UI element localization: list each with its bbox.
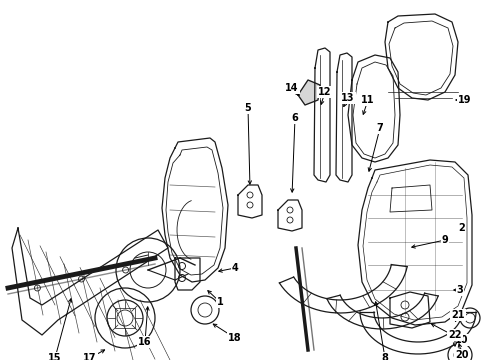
Text: 8: 8 bbox=[382, 353, 389, 360]
Text: 13: 13 bbox=[341, 93, 355, 103]
Text: 5: 5 bbox=[245, 103, 251, 113]
Text: 1: 1 bbox=[217, 297, 223, 307]
Text: 19: 19 bbox=[458, 95, 472, 105]
Text: 7: 7 bbox=[377, 123, 383, 133]
Text: 22: 22 bbox=[448, 330, 462, 340]
Bar bbox=[115, 308, 135, 328]
Text: 12: 12 bbox=[318, 87, 332, 97]
Text: 6: 6 bbox=[292, 113, 298, 123]
Text: 2: 2 bbox=[459, 223, 466, 233]
Text: 9: 9 bbox=[441, 235, 448, 245]
Text: 17: 17 bbox=[83, 353, 97, 360]
Text: 14: 14 bbox=[285, 83, 299, 93]
Text: 16: 16 bbox=[138, 337, 152, 347]
Text: 18: 18 bbox=[228, 333, 242, 343]
Text: 4: 4 bbox=[232, 263, 238, 273]
Polygon shape bbox=[298, 80, 320, 105]
Text: 10: 10 bbox=[455, 335, 469, 345]
Text: 20: 20 bbox=[455, 350, 469, 360]
Text: 21: 21 bbox=[451, 310, 465, 320]
Text: 15: 15 bbox=[48, 353, 62, 360]
Text: 11: 11 bbox=[361, 95, 375, 105]
Text: 3: 3 bbox=[457, 285, 464, 295]
